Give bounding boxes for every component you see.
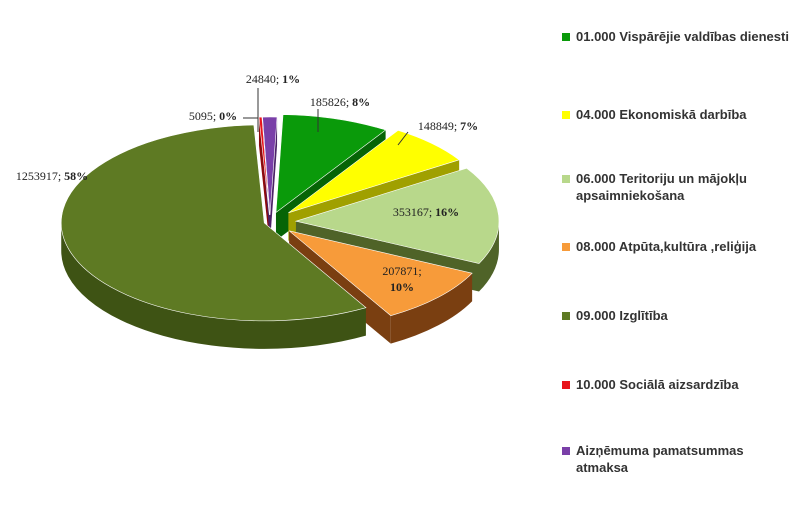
data-label-5: 5095; 0%: [189, 109, 237, 123]
data-label-value-2: 353167;: [393, 205, 435, 219]
legend-item-3: 08.000 Atpūta,kultūra ,reliģija: [562, 238, 792, 255]
leader-line-1: [397, 131, 409, 146]
pie-side-2: [479, 221, 499, 292]
data-labels: 185826; 8% 148849; 7% 353167; 16% 207871; 10…: [16, 72, 478, 294]
pie-tops: [60, 114, 500, 322]
pie-side-4: [61, 222, 366, 349]
data-label-percent-2: 16%: [435, 205, 459, 219]
data-label-1: 148849; 7%: [418, 119, 478, 133]
data-label-value-4: 1253917;: [16, 169, 64, 183]
pie-slice-3: [288, 230, 473, 316]
data-label-4: 1253917; 58%: [16, 169, 88, 183]
legend-label-6: Aizņēmuma pamatsummas atmaksa: [576, 443, 744, 475]
legend-item-2: 06.000 Teritoriju un mājokļu apsaimnieko…: [562, 170, 792, 204]
legend-item-6: Aizņēmuma pamatsummas atmaksa: [562, 442, 792, 476]
legend-label-0: 01.000 Vispārējie valdības dienesti: [576, 29, 789, 44]
pie-slice-2: [294, 167, 500, 264]
data-label-percent-3: 10%: [390, 280, 414, 294]
pie-chart: 185826; 8% 148849; 7% 353167; 16% 207871; 10…: [16, 72, 500, 349]
pie-side-3: [390, 273, 473, 344]
data-label-percent-1: 7%: [460, 119, 478, 133]
legend-swatch-2: [562, 175, 570, 183]
data-label-value-3: 207871;: [382, 264, 421, 278]
legend-item-0: 01.000 Vispārējie valdības dienesti: [562, 28, 792, 45]
pie-slice-4: [60, 124, 367, 322]
legend-label-5: 10.000 Sociālā aizsardzība: [576, 377, 739, 392]
legend-swatch-0: [562, 33, 570, 41]
legend-label-4: 09.000 Izglītība: [576, 308, 668, 323]
data-label-value-1: 148849;: [418, 119, 460, 133]
data-label-percent-5: 0%: [219, 109, 237, 123]
pie-slice-6: [262, 116, 278, 216]
pie-face-5: [258, 117, 270, 244]
data-label-value-5: 5095;: [189, 109, 219, 123]
data-label-percent-0: 8%: [352, 95, 370, 109]
data-label-value-6: 24840;: [246, 72, 282, 86]
legend-item-4: 09.000 Izglītība: [562, 307, 792, 324]
data-label-percent-6: 1%: [282, 72, 300, 86]
legend-swatch-6: [562, 447, 570, 455]
pie-slice-0: [275, 114, 387, 214]
legend-label-2: 06.000 Teritoriju un mājokļu apsaimnieko…: [576, 171, 747, 203]
legend-swatch-5: [562, 381, 570, 389]
legend-item-5: 10.000 Sociālā aizsardzība: [562, 376, 792, 393]
pie-face-6: [269, 117, 278, 243]
data-label-3: 207871; 10%: [382, 264, 421, 294]
legend-label-3: 08.000 Atpūta,kultūra ,reliģija: [576, 239, 757, 254]
legend-item-1: 04.000 Ekonomiskā darbība: [562, 106, 792, 123]
legend-label-1: 04.000 Ekonomiskā darbība: [576, 107, 747, 122]
data-label-value-0: 185826;: [310, 95, 352, 109]
data-label-0: 185826; 8%: [310, 95, 370, 109]
data-label-6: 24840; 1%: [246, 72, 300, 86]
data-label-percent-4: 58%: [64, 169, 88, 183]
pie-slice-5: [258, 116, 270, 216]
legend-swatch-1: [562, 111, 570, 119]
legend-swatch-4: [562, 312, 570, 320]
data-label-2: 353167; 16%: [393, 205, 459, 219]
pie-slice-1: [288, 129, 460, 214]
legend-swatch-3: [562, 243, 570, 251]
